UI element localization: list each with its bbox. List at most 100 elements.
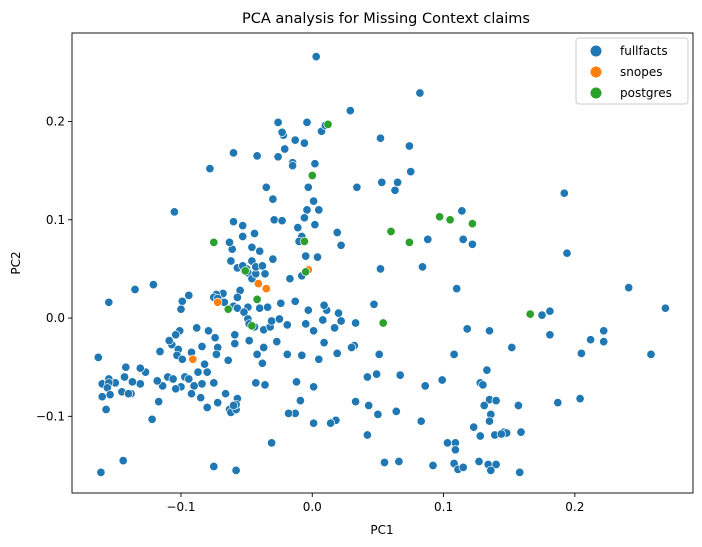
point-fullfacts-191	[96, 467, 106, 477]
x-tick-label: 0.0	[303, 500, 322, 514]
point-fullfacts-59	[226, 256, 236, 266]
point-postgres-4	[467, 219, 477, 229]
point-fullfacts-178	[119, 372, 130, 382]
point-fullfacts-32	[309, 196, 319, 206]
point-fullfacts-224	[513, 400, 523, 411]
point-fullfacts-109	[452, 284, 462, 294]
point-postgres-8	[299, 236, 309, 246]
legend-marker-snopes	[590, 66, 602, 78]
point-fullfacts-166	[189, 381, 199, 391]
point-fullfacts-143	[230, 339, 240, 349]
point-fullfacts-17	[310, 159, 320, 169]
point-fullfacts-121	[545, 330, 555, 340]
point-fullfacts-215	[437, 375, 447, 385]
point-fullfacts-98	[267, 316, 277, 326]
point-fullfacts-55	[255, 246, 265, 256]
point-fullfacts-44	[293, 223, 303, 233]
point-fullfacts-71	[417, 262, 428, 272]
point-fullfacts-137	[282, 349, 292, 359]
point-fullfacts-13	[280, 144, 290, 154]
point-fullfacts-11	[205, 164, 215, 174]
x-tick-label: 0.1	[434, 500, 453, 514]
point-fullfacts-201	[251, 378, 261, 388]
point-fullfacts-149	[197, 341, 207, 352]
point-fullfacts-83	[148, 280, 158, 290]
point-fullfacts-254	[362, 430, 372, 440]
point-fullfacts-207	[295, 396, 305, 406]
point-fullfacts-183	[93, 352, 103, 362]
point-fullfacts-22	[377, 177, 387, 187]
point-fullfacts-257	[228, 400, 239, 411]
point-fullfacts-138	[259, 342, 269, 353]
point-fullfacts-19	[375, 133, 386, 143]
point-fullfacts-172	[152, 376, 162, 386]
point-fullfacts-156	[164, 336, 174, 346]
point-fullfacts-90	[263, 302, 273, 312]
point-fullfacts-1	[415, 88, 425, 98]
point-fullfacts-2	[345, 106, 355, 116]
point-postgres-1	[307, 170, 317, 181]
point-fullfacts-214	[420, 381, 430, 391]
point-fullfacts-28	[261, 182, 271, 192]
point-fullfacts-242	[491, 459, 501, 470]
point-fullfacts-125	[507, 342, 517, 353]
point-postgres-0	[323, 119, 333, 129]
point-fullfacts-35	[314, 205, 324, 215]
point-fullfacts-0	[311, 52, 321, 62]
legend: fullfacts snopes postgres	[575, 37, 689, 105]
point-fullfacts-246	[394, 456, 404, 467]
point-fullfacts-4	[302, 117, 312, 127]
point-fullfacts-16	[288, 161, 298, 171]
point-snopes-4	[188, 354, 198, 364]
point-fullfacts-12	[290, 135, 300, 145]
point-postgres-12	[223, 304, 233, 314]
legend-label-fullfacts: fullfacts	[620, 44, 668, 58]
point-fullfacts-229	[516, 427, 526, 437]
plot-area	[72, 33, 700, 493]
point-snopes-0	[253, 279, 263, 289]
points-layer	[93, 52, 670, 477]
point-fullfacts-218	[478, 380, 488, 390]
point-fullfacts-188	[101, 404, 111, 415]
point-fullfacts-84	[130, 284, 140, 295]
point-fullfacts-213	[395, 370, 405, 380]
point-fullfacts-101	[301, 319, 311, 329]
point-fullfacts-34	[299, 213, 309, 223]
point-fullfacts-42	[467, 239, 477, 249]
point-fullfacts-131	[347, 342, 357, 353]
point-fullfacts-113	[537, 310, 547, 320]
point-fullfacts-106	[336, 316, 346, 326]
point-fullfacts-154	[171, 330, 181, 340]
point-fullfacts-48	[332, 227, 342, 238]
point-fullfacts-56	[268, 254, 278, 264]
point-fullfacts-223	[484, 416, 495, 426]
point-snopes-1	[261, 284, 271, 294]
point-fullfacts-142	[230, 330, 240, 340]
point-fullfacts-8	[277, 127, 287, 137]
point-fullfacts-134	[314, 354, 324, 364]
point-fullfacts-50	[249, 228, 260, 239]
point-fullfacts-99	[274, 314, 284, 324]
point-fullfacts-38	[277, 216, 287, 226]
point-snopes-3	[213, 297, 223, 307]
legend-label-snopes: snopes	[620, 65, 662, 79]
point-fullfacts-177	[121, 362, 131, 372]
point-fullfacts-112	[660, 303, 670, 313]
point-fullfacts-25	[352, 182, 362, 192]
point-fullfacts-126	[576, 348, 586, 358]
y-axis-label: PC2	[9, 251, 23, 274]
point-fullfacts-225	[553, 398, 563, 408]
point-fullfacts-247	[379, 457, 390, 468]
point-fullfacts-233	[496, 429, 506, 439]
point-postgres-5	[386, 226, 396, 237]
point-postgres-9	[301, 267, 311, 277]
point-fullfacts-123	[599, 337, 609, 347]
point-fullfacts-37	[228, 217, 239, 227]
point-fullfacts-175	[135, 379, 145, 389]
point-fullfacts-63	[260, 269, 270, 279]
point-fullfacts-30	[169, 207, 179, 217]
point-fullfacts-29	[303, 182, 313, 192]
point-fullfacts-81	[177, 296, 187, 306]
point-fullfacts-85	[104, 297, 114, 307]
point-fullfacts-139	[252, 349, 262, 359]
